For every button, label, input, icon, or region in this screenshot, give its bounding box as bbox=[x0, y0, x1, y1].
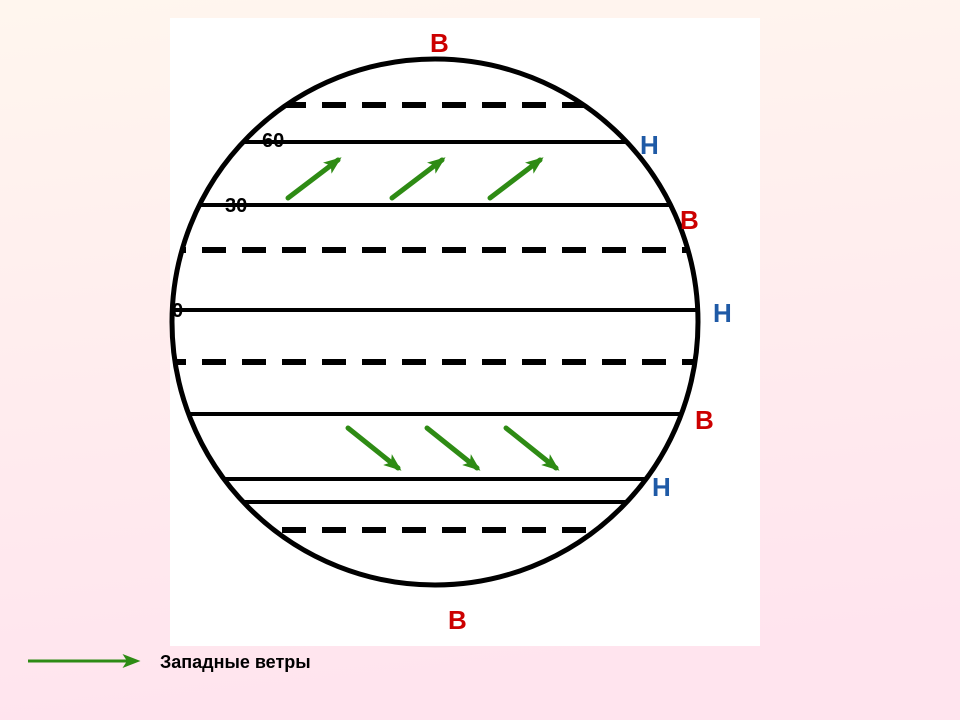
label-high-pressure: В bbox=[680, 205, 699, 236]
diagram-stage: 60 30 0 В Н В Н В Н В Западные ветры bbox=[0, 0, 960, 720]
legend-text: Западные ветры bbox=[160, 652, 311, 673]
label-low-pressure: Н bbox=[652, 472, 671, 503]
latitude-label: 0 bbox=[172, 300, 183, 323]
inner-panel bbox=[170, 18, 760, 646]
latitude-label: 60 bbox=[262, 130, 284, 153]
label-high-pressure: В bbox=[448, 605, 467, 636]
label-high-pressure: В bbox=[430, 28, 449, 59]
label-high-pressure: В bbox=[695, 405, 714, 436]
label-low-pressure: Н bbox=[713, 298, 732, 329]
label-low-pressure: Н bbox=[640, 130, 659, 161]
diagram-svg bbox=[0, 0, 960, 720]
latitude-label: 30 bbox=[225, 195, 247, 218]
